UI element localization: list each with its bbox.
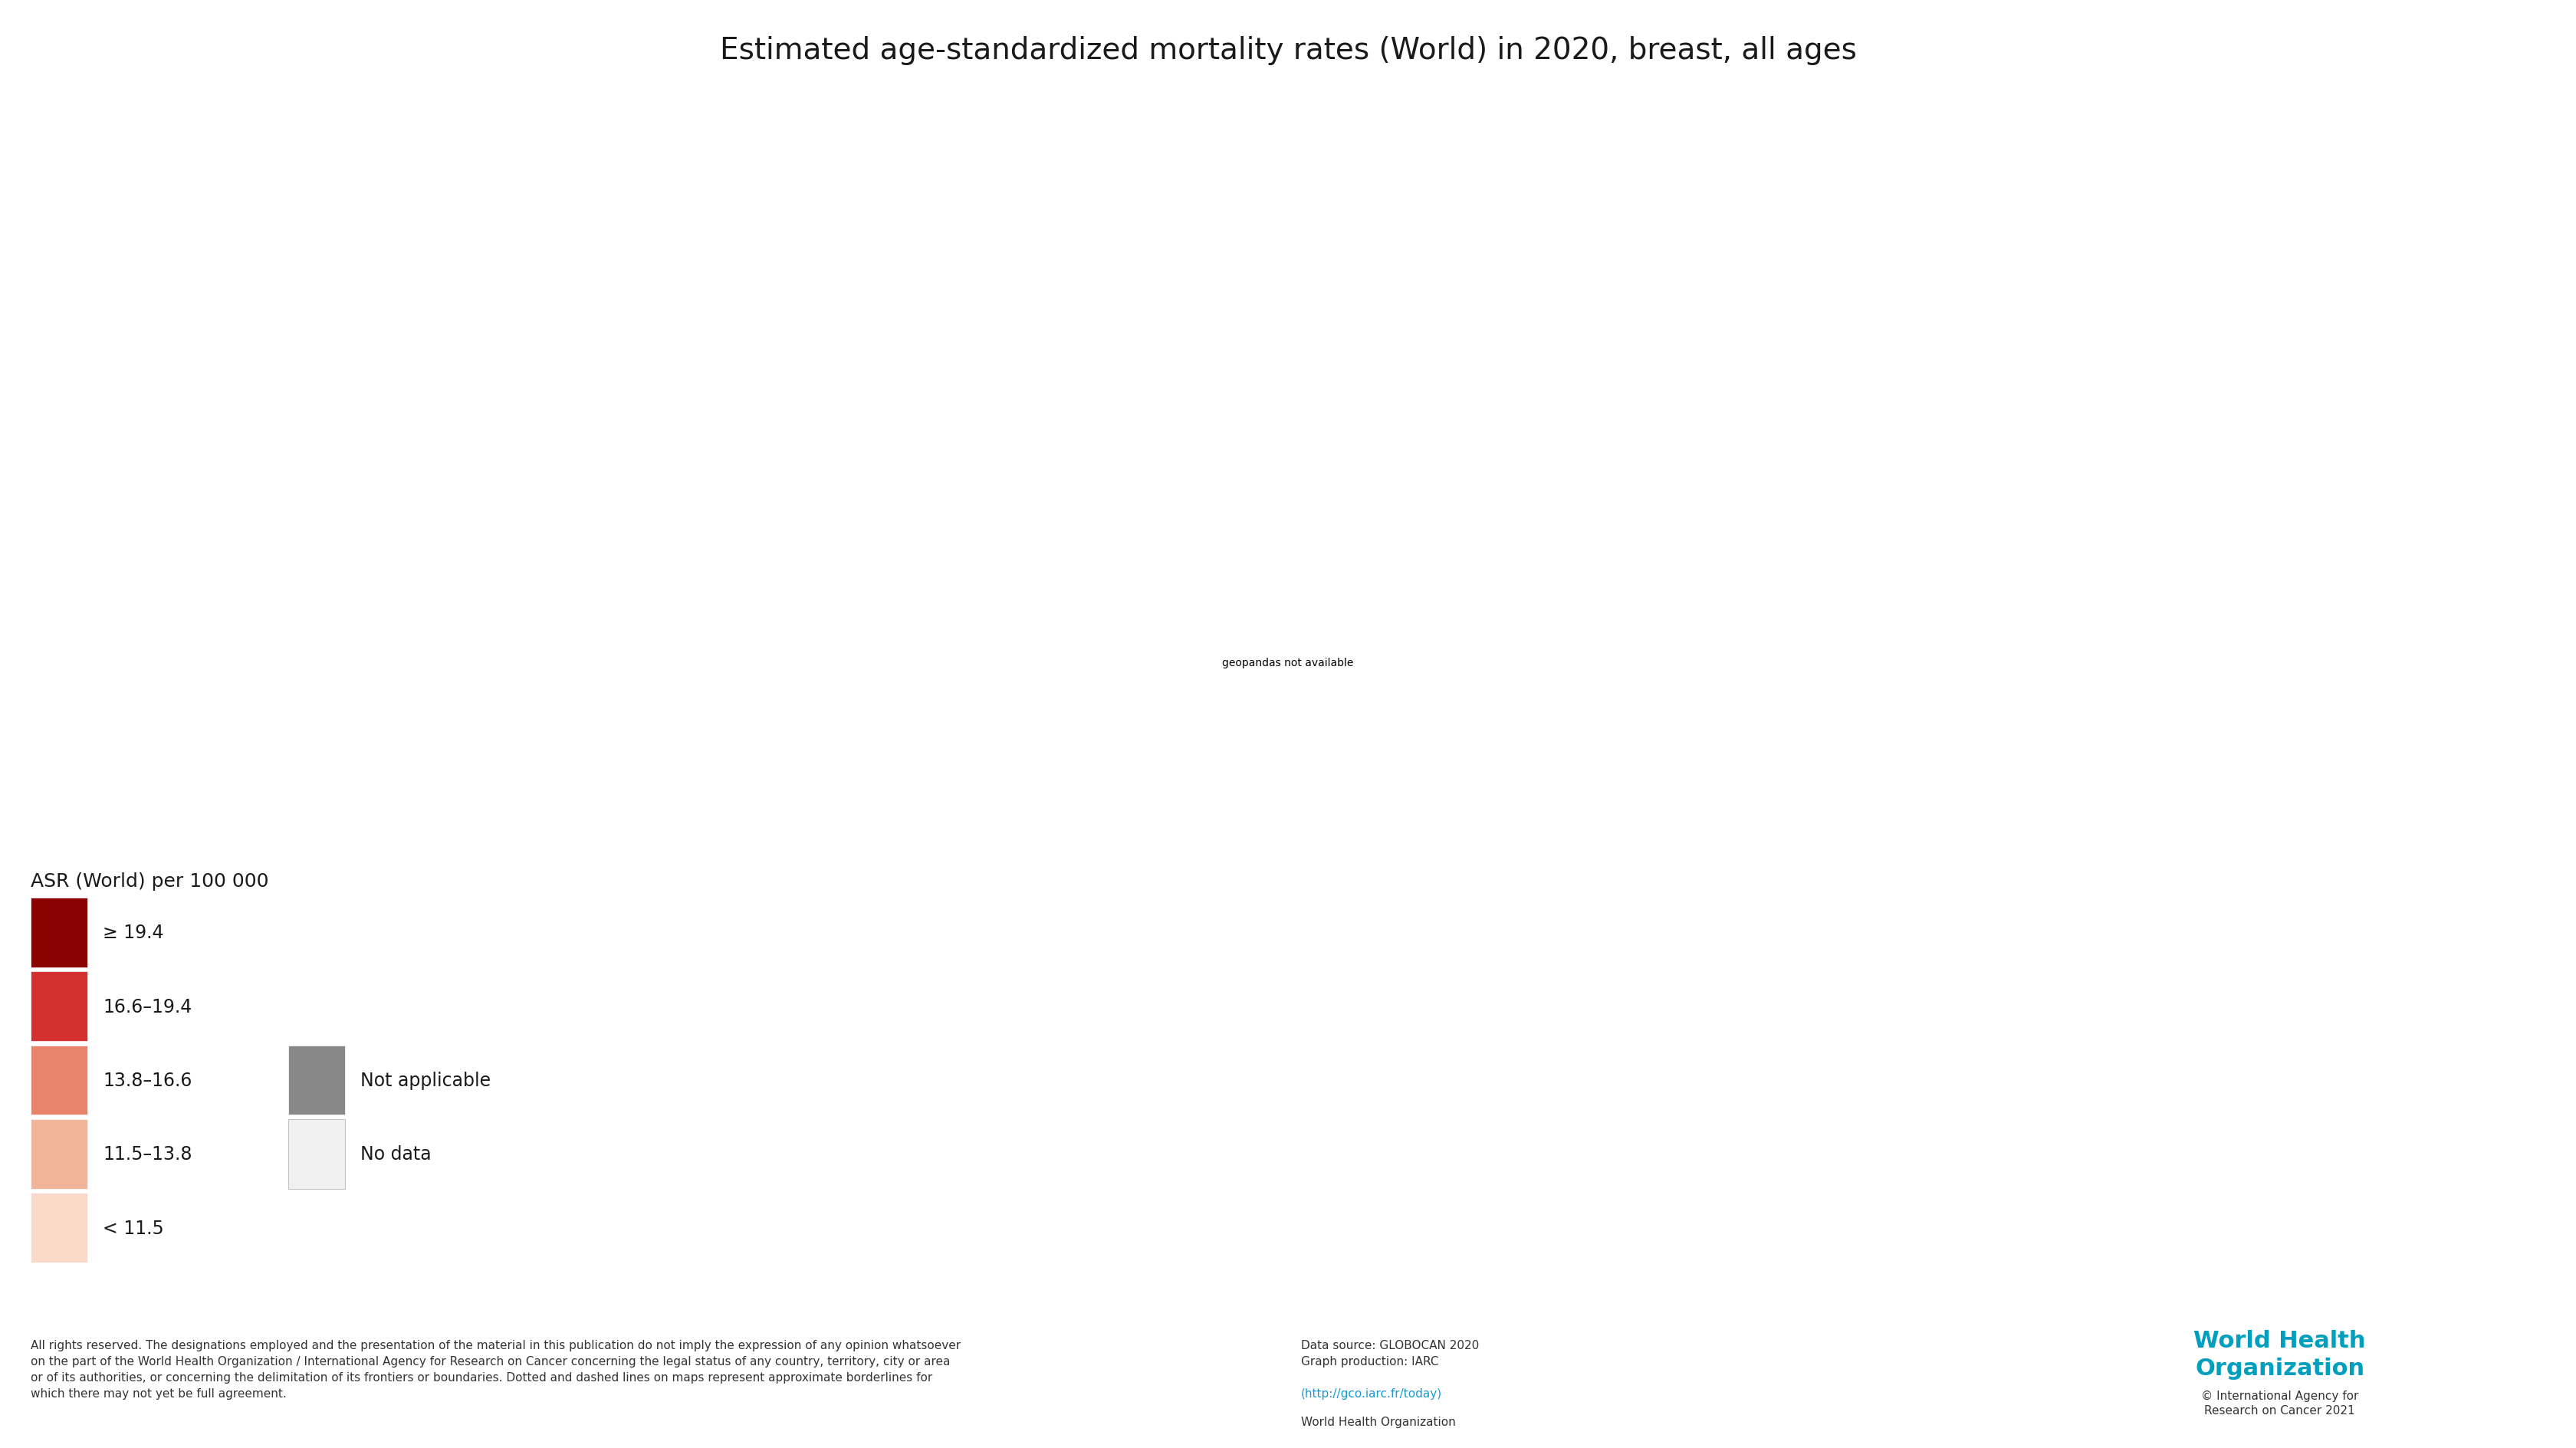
Text: ≥ 19.4: ≥ 19.4 — [103, 924, 165, 941]
Text: < 11.5: < 11.5 — [103, 1219, 165, 1237]
Text: World Health
Organization: World Health Organization — [2195, 1329, 2365, 1378]
Text: (http://gco.iarc.fr/today): (http://gco.iarc.fr/today) — [1301, 1387, 1443, 1399]
Text: Estimated age-standardized mortality rates (World) in 2020, breast, all ages: Estimated age-standardized mortality rat… — [719, 36, 1857, 65]
Text: No data: No data — [361, 1145, 433, 1163]
Text: 13.8–16.6: 13.8–16.6 — [103, 1072, 193, 1089]
Text: Not applicable: Not applicable — [361, 1072, 492, 1089]
Text: 11.5–13.8: 11.5–13.8 — [103, 1145, 193, 1163]
Text: geopandas not available: geopandas not available — [1221, 657, 1355, 669]
Text: All rights reserved. The designations employed and the presentation of the mater: All rights reserved. The designations em… — [31, 1339, 961, 1399]
Text: ASR (World) per 100 000: ASR (World) per 100 000 — [31, 872, 268, 891]
Text: World Health Organization: World Health Organization — [1301, 1416, 1455, 1428]
Text: Data source: GLOBOCAN 2020
Graph production: IARC: Data source: GLOBOCAN 2020 Graph product… — [1301, 1339, 1479, 1367]
Text: 16.6–19.4: 16.6–19.4 — [103, 998, 193, 1015]
Text: © International Agency for
Research on Cancer 2021: © International Agency for Research on C… — [2200, 1390, 2360, 1416]
